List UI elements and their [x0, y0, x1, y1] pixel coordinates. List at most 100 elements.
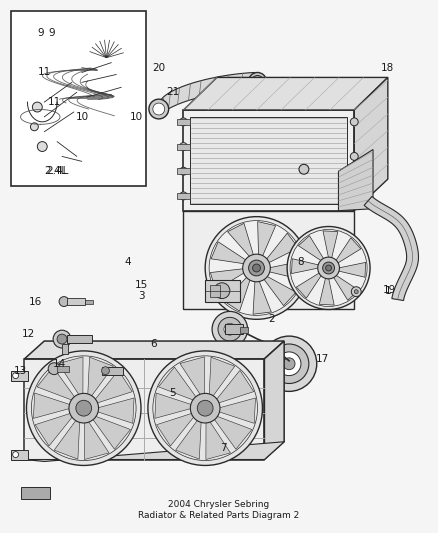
Circle shape	[249, 72, 266, 90]
Text: 15: 15	[134, 280, 148, 290]
Bar	[102, 367, 123, 375]
Circle shape	[299, 164, 309, 174]
Bar	[177, 193, 191, 199]
Polygon shape	[338, 262, 366, 277]
Bar	[11, 11, 146, 186]
Circle shape	[350, 185, 358, 193]
Text: 4: 4	[125, 257, 131, 267]
Circle shape	[318, 257, 339, 279]
Bar	[225, 324, 243, 334]
Polygon shape	[159, 72, 254, 117]
Polygon shape	[364, 196, 418, 301]
Circle shape	[283, 358, 295, 370]
Polygon shape	[88, 357, 113, 397]
Polygon shape	[184, 211, 354, 310]
Polygon shape	[218, 398, 255, 423]
Circle shape	[323, 262, 335, 274]
Circle shape	[253, 264, 261, 272]
Circle shape	[277, 352, 301, 376]
Bar	[67, 335, 92, 343]
Polygon shape	[297, 272, 321, 298]
Circle shape	[212, 311, 247, 347]
Polygon shape	[94, 370, 132, 403]
Polygon shape	[319, 277, 334, 305]
Circle shape	[354, 290, 358, 294]
Circle shape	[180, 167, 187, 175]
Circle shape	[102, 367, 110, 375]
Polygon shape	[339, 149, 373, 211]
Polygon shape	[85, 421, 109, 459]
Circle shape	[180, 118, 187, 126]
Text: 6: 6	[151, 339, 157, 349]
Polygon shape	[159, 367, 197, 401]
Text: 10: 10	[76, 112, 89, 122]
Circle shape	[205, 216, 308, 319]
Circle shape	[76, 400, 92, 416]
Polygon shape	[298, 236, 324, 261]
Text: 2.4L: 2.4L	[44, 166, 66, 176]
Polygon shape	[156, 413, 195, 446]
Polygon shape	[25, 442, 284, 462]
Polygon shape	[253, 280, 271, 314]
Circle shape	[30, 123, 38, 131]
Circle shape	[261, 336, 317, 391]
Circle shape	[32, 102, 42, 112]
Polygon shape	[155, 393, 193, 418]
Text: 1: 1	[385, 286, 391, 296]
Bar	[67, 297, 85, 305]
Circle shape	[249, 260, 265, 276]
Text: 2: 2	[268, 314, 275, 324]
Polygon shape	[333, 275, 359, 300]
Circle shape	[57, 334, 67, 344]
Bar	[57, 366, 69, 372]
Circle shape	[287, 227, 370, 310]
Circle shape	[148, 351, 262, 465]
Text: 3: 3	[138, 290, 144, 301]
Circle shape	[243, 254, 270, 282]
Circle shape	[214, 283, 230, 298]
Polygon shape	[180, 357, 205, 396]
Circle shape	[209, 221, 304, 316]
Polygon shape	[210, 269, 245, 290]
Text: 11: 11	[47, 97, 61, 107]
Text: 2.4L: 2.4L	[46, 166, 68, 176]
Text: 17: 17	[316, 354, 329, 364]
Polygon shape	[213, 416, 252, 449]
Polygon shape	[54, 419, 80, 459]
Circle shape	[350, 118, 358, 126]
Circle shape	[13, 451, 18, 457]
Bar	[11, 450, 28, 459]
Circle shape	[59, 296, 69, 306]
Text: 20: 20	[152, 62, 165, 72]
Polygon shape	[33, 393, 71, 418]
Polygon shape	[211, 242, 247, 264]
Text: 7: 7	[219, 443, 226, 453]
Bar	[240, 327, 247, 333]
Polygon shape	[268, 261, 302, 279]
Circle shape	[269, 344, 309, 384]
Text: 10: 10	[130, 112, 143, 122]
Polygon shape	[354, 77, 388, 211]
Polygon shape	[265, 233, 298, 263]
Circle shape	[218, 317, 242, 341]
Circle shape	[224, 324, 236, 335]
Circle shape	[153, 103, 165, 115]
Bar	[62, 344, 68, 354]
Bar	[177, 119, 191, 125]
Polygon shape	[184, 110, 354, 211]
Polygon shape	[96, 398, 134, 423]
Text: 14: 14	[53, 359, 66, 369]
Text: 19: 19	[383, 285, 396, 295]
Circle shape	[48, 363, 60, 375]
Circle shape	[191, 393, 220, 423]
Polygon shape	[206, 421, 230, 459]
Text: 16: 16	[29, 296, 42, 306]
Circle shape	[37, 142, 47, 151]
Polygon shape	[215, 370, 254, 403]
Text: 13: 13	[14, 366, 27, 376]
Circle shape	[149, 99, 169, 119]
Polygon shape	[263, 276, 296, 306]
Circle shape	[290, 230, 367, 306]
Polygon shape	[209, 357, 235, 397]
Circle shape	[26, 351, 141, 465]
